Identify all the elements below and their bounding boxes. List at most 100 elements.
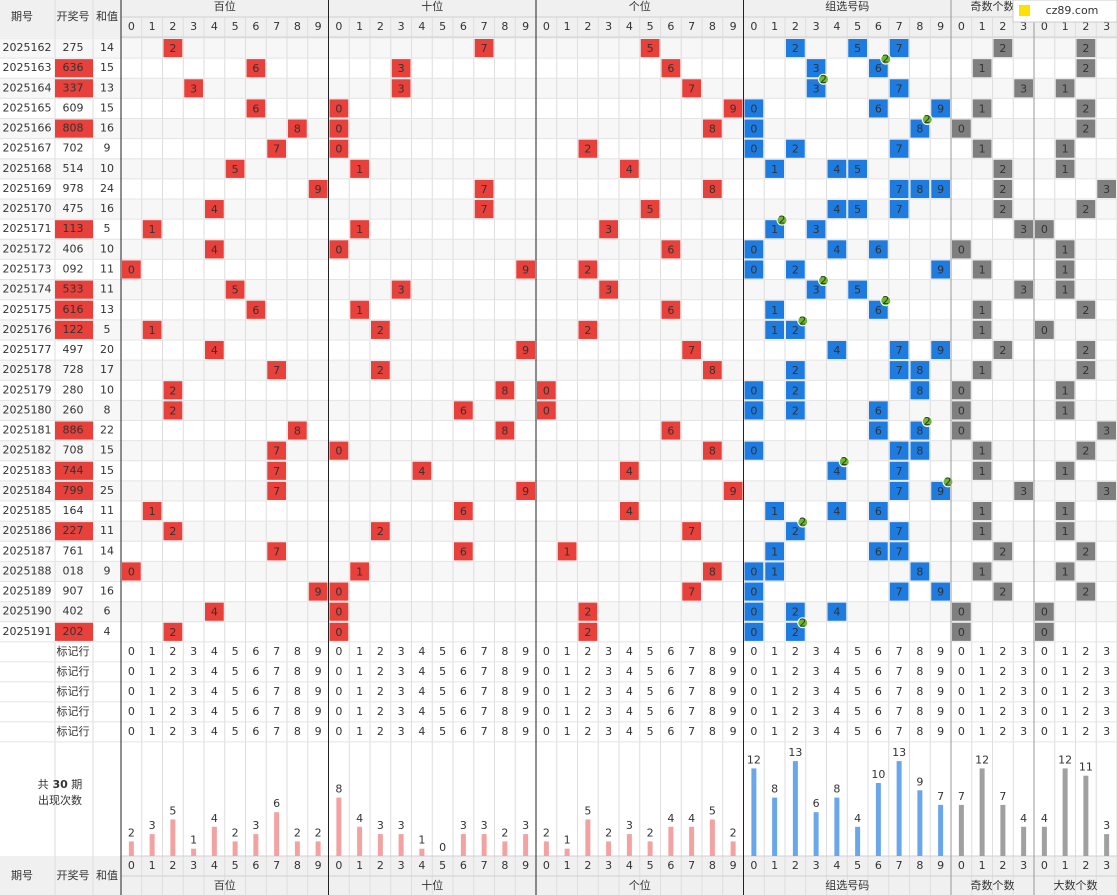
stat-label: 3 xyxy=(398,819,405,832)
cell-value: 3 xyxy=(398,62,405,75)
cell-value: 4 xyxy=(833,163,840,176)
marker-digit: 6 xyxy=(460,645,467,658)
stat-label: 7 xyxy=(999,790,1006,803)
cell-mark xyxy=(391,280,411,299)
column-digit: 0 xyxy=(1041,859,1048,872)
cell-value: 2 xyxy=(1082,344,1089,357)
cell-value: 6 xyxy=(667,243,674,256)
number-highlight xyxy=(55,481,93,500)
cell-mark xyxy=(952,240,971,259)
cell-mark xyxy=(1014,481,1033,500)
number: 744 xyxy=(63,464,84,477)
stat-bar xyxy=(1041,826,1047,856)
repeat-count: 2 xyxy=(799,516,806,529)
cell-value: 3 xyxy=(605,284,612,297)
column-digit: 0 xyxy=(335,20,342,33)
cell-value: 4 xyxy=(626,163,633,176)
cell-value: 7 xyxy=(896,344,903,357)
number: 092 xyxy=(63,262,84,275)
cell-value: 9 xyxy=(937,586,944,599)
number: 260 xyxy=(63,403,84,416)
cell-value: 1 xyxy=(1062,465,1069,478)
period: 2025184 xyxy=(3,484,52,497)
cell-mark xyxy=(869,421,888,440)
cell-value: 1 xyxy=(979,263,986,276)
cell-mark xyxy=(952,119,971,138)
cell-value: 2 xyxy=(792,42,799,55)
column-digit: 0 xyxy=(128,859,135,872)
cell-value: 4 xyxy=(626,465,633,478)
cell-mark xyxy=(765,501,784,521)
cell-value: 1 xyxy=(979,505,986,518)
cell-value: 2 xyxy=(792,626,799,639)
marker-digit: 1 xyxy=(356,725,363,738)
column-digit: 7 xyxy=(273,859,280,872)
marker-digit: 8 xyxy=(294,725,301,738)
row-bg xyxy=(0,601,1117,622)
marker-digit: 3 xyxy=(1103,645,1110,658)
cell-value: 3 xyxy=(1020,284,1027,297)
cell-mark xyxy=(537,401,556,420)
stat-bar xyxy=(128,841,134,856)
cell-value: 4 xyxy=(626,505,633,518)
cell-value: 6 xyxy=(667,304,674,317)
marker-digit: 1 xyxy=(1062,665,1069,678)
cell-mark xyxy=(516,260,535,279)
number-highlight xyxy=(55,280,93,299)
marker-label: 标记行 xyxy=(57,684,90,698)
marker-digit: 8 xyxy=(916,665,923,678)
marker-digit: 9 xyxy=(315,645,322,658)
column-digit: 6 xyxy=(252,20,259,33)
cell-value: 2 xyxy=(1082,123,1089,136)
marker-digit: 9 xyxy=(315,705,322,718)
header-label: 期号 xyxy=(11,10,33,23)
cell-mark xyxy=(267,542,286,561)
cell-value: 1 xyxy=(1062,284,1069,297)
cell-value: 4 xyxy=(211,606,218,619)
cell-value: 2 xyxy=(792,404,799,417)
marker-digit: 2 xyxy=(792,685,799,698)
cell-value: 0 xyxy=(335,606,342,619)
column-digit: 1 xyxy=(771,20,778,33)
marker-digit: 5 xyxy=(439,705,446,718)
marker-digit: 5 xyxy=(854,645,861,658)
cell-value: 0 xyxy=(958,404,965,417)
column-digit: 6 xyxy=(667,20,674,33)
marker-digit: 1 xyxy=(979,725,986,738)
stat-label: 3 xyxy=(626,819,633,832)
marker-digit: 6 xyxy=(460,665,467,678)
column-digit: 3 xyxy=(398,859,405,872)
stat-label: 7 xyxy=(958,790,965,803)
cell-value: 1 xyxy=(149,324,156,337)
number-highlight xyxy=(55,522,93,541)
sum: 25 xyxy=(100,484,114,497)
cell-mark xyxy=(288,119,307,138)
cell-value: 3 xyxy=(813,284,820,297)
marker-digit: 4 xyxy=(833,645,840,658)
row-bg xyxy=(0,581,1117,602)
cell-mark xyxy=(1076,441,1096,460)
cell-value: 6 xyxy=(875,505,882,518)
column-digit: 3 xyxy=(813,20,820,33)
period: 2025174 xyxy=(3,283,52,296)
cell-value: 7 xyxy=(896,445,903,458)
cell-value: 2 xyxy=(377,525,384,538)
cell-mark xyxy=(827,159,847,178)
cell-mark xyxy=(1055,79,1075,98)
cell-mark xyxy=(972,361,992,380)
marker-digit: 0 xyxy=(1041,645,1048,658)
marker-digit: 0 xyxy=(750,665,757,678)
column-digit: 3 xyxy=(813,859,820,872)
cell-value: 6 xyxy=(252,102,259,115)
cell-value: 9 xyxy=(315,183,322,196)
cell-mark xyxy=(952,421,971,440)
marker-digit: 2 xyxy=(169,685,176,698)
cell-value: 2 xyxy=(1082,102,1089,115)
marker-digit: 8 xyxy=(294,665,301,678)
cell-value: 7 xyxy=(688,344,695,357)
cell-value: 2 xyxy=(999,163,1006,176)
marker-digit: 7 xyxy=(688,645,695,658)
cell-value: 7 xyxy=(273,465,280,478)
period: 2025185 xyxy=(3,504,52,517)
period: 2025188 xyxy=(3,564,52,577)
